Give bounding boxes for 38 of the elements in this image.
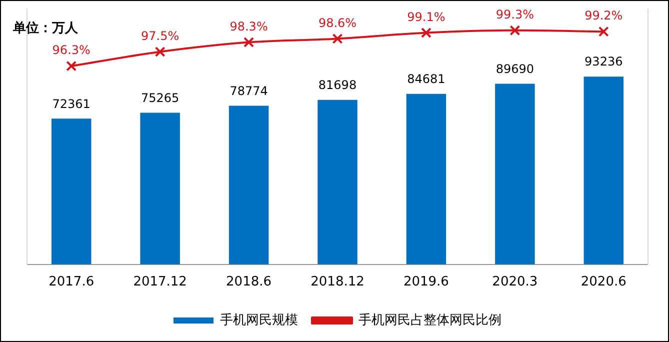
data-label: 97.5% [141, 28, 180, 43]
data-label: 81698 [318, 78, 357, 92]
data-label: 98.6% [318, 16, 357, 30]
x-tick-label: 2018.6 [226, 274, 272, 290]
x-tick-label: 2017.6 [48, 274, 94, 290]
legend-label: 手机网民占整体网民比例 [358, 312, 502, 328]
x-tick-label: 2019.6 [403, 274, 449, 290]
bar [406, 94, 446, 264]
data-label: 84681 [407, 72, 446, 86]
data-label: 99.3% [496, 8, 534, 22]
data-label: 93236 [584, 54, 623, 69]
data-label: 96.3% [52, 43, 90, 58]
legend-label: 手机网民规模 [220, 312, 298, 328]
bar [495, 84, 535, 264]
data-label: 78774 [230, 84, 268, 98]
point [420, 28, 432, 38]
point [66, 60, 77, 72]
point [332, 33, 343, 44]
bar [318, 100, 358, 264]
bar [228, 106, 269, 264]
point [510, 25, 520, 36]
x-tick-label: 2020.6 [580, 274, 626, 290]
bar [51, 118, 92, 264]
data-label: 72361 [52, 96, 90, 111]
data-label: 98.3% [230, 19, 268, 34]
annotation: 单位：万人 [12, 20, 79, 36]
bar [140, 112, 180, 264]
x-tick-label: 2018.12 [310, 274, 364, 290]
bar [584, 76, 624, 264]
x-tick-label: 2020.3 [492, 274, 538, 290]
data-label: 99.2% [584, 8, 623, 23]
data-label: 89690 [496, 62, 534, 76]
x-tick-label: 2017.12 [133, 274, 187, 290]
data-label: 99.1% [407, 10, 446, 24]
point [244, 37, 254, 48]
point [598, 26, 609, 37]
data-label: 75265 [140, 90, 180, 105]
point [154, 46, 166, 58]
